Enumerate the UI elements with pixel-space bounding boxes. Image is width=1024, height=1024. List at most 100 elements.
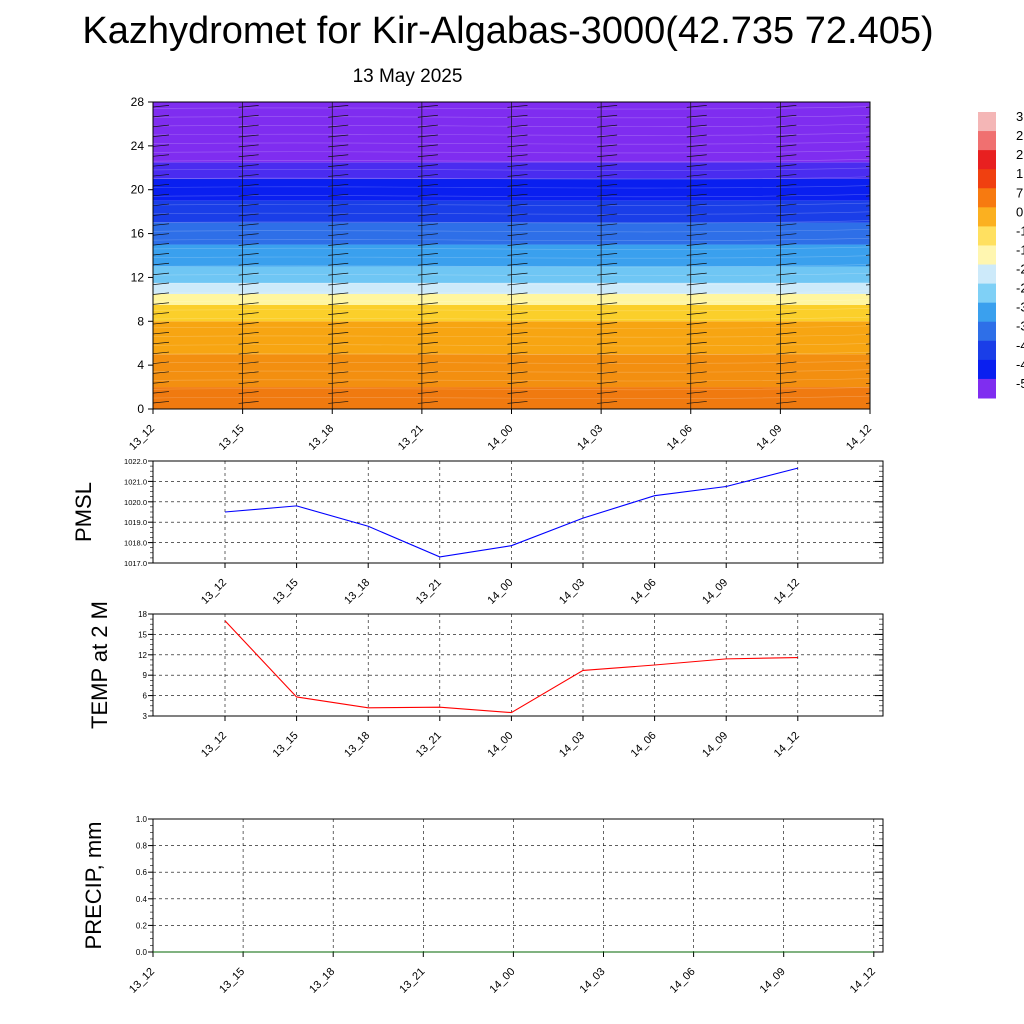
x-tick-label: 13_12 [127,423,157,453]
wind-barb [776,302,797,306]
x-tick-label: 13_12 [127,966,157,996]
wind-barb [328,262,349,266]
wind-barb [238,154,259,158]
cross-section-fill [153,102,870,409]
wind-barb [776,144,797,148]
x-tick-label: 14_09 [758,966,788,996]
wind-barb [776,292,797,296]
wind-barb [865,363,870,365]
contour-line [153,176,870,180]
y-tick-label: 28 [131,95,145,109]
chart-title: Kazhydromet for Kir-Algabas-3000(42.735 … [82,10,934,52]
y-tick-label: 1021.0 [124,477,147,486]
contour-line [153,106,870,110]
x-tick-label: 14_09 [700,577,730,607]
wind-barb [238,331,259,335]
contour-line [153,255,870,259]
wind-barb [328,371,349,375]
y-tick-label: 1017.0 [124,559,147,568]
wind-barb [238,144,259,148]
wind-barb [865,382,870,385]
wind-barb [597,174,618,177]
wind-barb [328,233,349,237]
contour-line [153,290,870,294]
contour-line [153,378,870,382]
wind-barb [153,114,170,118]
wind-barb [153,401,170,404]
x-tick-label: 14_00 [485,577,515,607]
wind-barb [238,124,259,128]
panel-frame [152,818,884,953]
y-tick-label: 0.0 [136,948,148,957]
wind-barb [865,284,870,286]
wind-barb [776,164,797,167]
wind-barb [238,262,259,266]
wind-barb [686,213,707,217]
wind-barb [597,322,618,325]
wind-barb [417,401,438,404]
wind-barb [776,203,797,207]
wind-barb [865,244,870,246]
wind-barb [507,233,528,237]
wind-barb [865,136,870,138]
wind-barb [328,193,349,197]
y-tick-label: 0.4 [136,895,148,904]
wind-barb [238,381,259,385]
wind-barb [417,391,438,394]
wind-barb [507,114,528,118]
wind-barb [865,116,870,118]
wind-barb [865,165,870,167]
colorbar-label: -4 [1016,338,1024,353]
wind-barb [865,146,870,148]
wind-barb [417,124,438,128]
wind-barb [153,341,170,345]
wind-barb [865,373,870,375]
wind-barb [865,303,870,306]
wind-barb [153,164,170,167]
y-axis-title: TEMP at 2 M [87,601,112,729]
wind-barb [238,193,259,197]
y-tick-label: 9 [143,671,148,680]
y-tick-label: 6 [143,692,148,701]
contour-line [153,237,870,241]
wind-barb [328,114,349,118]
wind-barb [776,174,797,177]
wind-barb [597,233,618,237]
y-tick-label: 0.6 [136,868,148,877]
wind-barb [238,361,259,365]
wind-barb [417,331,438,335]
wind-barb [417,371,438,375]
y-tick-label: 0.2 [136,921,148,930]
wind-barb [238,282,259,286]
wind-barb [686,302,707,306]
wind-barb [417,144,438,148]
wind-barb [238,351,259,355]
wind-barb [597,223,618,227]
wind-barb [597,253,618,256]
wind-barb [417,302,438,306]
wind-barb [328,302,349,306]
pmsl-panel: 1017.0 1018.0 1019.0 1020.0 1021.0 1022.0 13_1… [71,457,884,607]
wind-barb [597,124,618,128]
contour-line [153,141,870,145]
wind-barb [776,272,797,276]
wind-barb [328,174,349,177]
x-tick-label: 14_06 [629,730,659,760]
wind-barb [776,371,797,375]
wind-barb [238,114,259,118]
wind-barb [865,254,870,256]
wind-barb [417,292,438,296]
colorbar-swatch [978,150,996,170]
x-tick-label: 14_00 [486,423,516,453]
wind-barb [865,402,870,404]
wind-barb [776,262,797,266]
wind-barb [153,361,170,364]
y-axis-title: PRECIP, mm [81,822,106,950]
wind-barb [507,243,528,246]
wind-barb [507,322,528,325]
wind-barb [776,282,797,286]
wind-barb [153,322,170,325]
wind-barb [507,124,528,128]
wind-barb [597,262,618,266]
colorbar-label: -2 [1016,262,1024,277]
